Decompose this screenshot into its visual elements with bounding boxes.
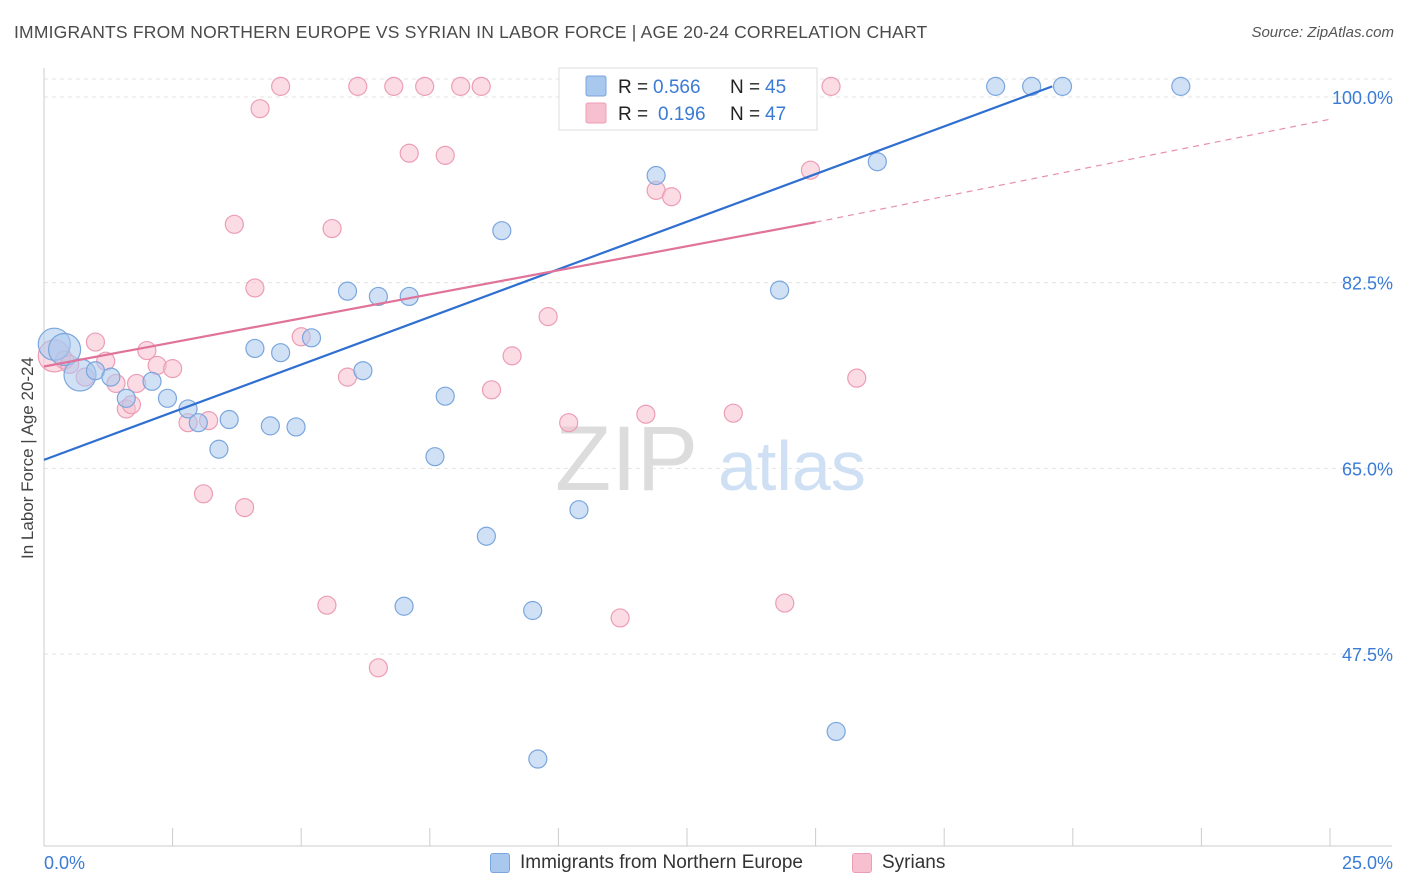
northern-europe-point [476,526,496,546]
syrians-point [538,307,558,327]
chart-title: IMMIGRANTS FROM NORTHERN EUROPE VS SYRIA… [14,22,928,42]
northern-europe-point [523,600,543,621]
syrians-point [235,497,255,518]
northern-europe-point [646,165,666,186]
syrians-point [245,278,265,298]
northern-europe-point [245,338,265,359]
syrians-point [322,218,342,239]
northern-europe-point [867,152,887,172]
legend-n-label: N = [730,104,760,125]
tick-labels: 47.5% 65.0% 82.5% 100.0% 0.0% 25.0% [44,88,1393,873]
northern-europe-point [219,409,239,430]
syrians-point [435,145,455,165]
northern-europe-point [286,417,306,437]
northern-europe-point [188,413,208,433]
northern-europe-point [986,76,1006,96]
syrians-point [399,143,419,163]
syrians-point [661,187,682,207]
northern-europe-point [528,749,548,769]
legend-swatch-pink [585,102,607,124]
y-tick-label: 65.0% [1342,459,1393,479]
northern-europe-point [368,286,388,307]
legend-n-value: 47 [765,104,786,125]
northern-europe-point [142,371,162,391]
legend-n-label: N = [730,77,760,98]
northern-europe-point [353,361,373,381]
legend-r-label: R = [618,77,648,98]
y-tick-label: 47.5% [1342,645,1393,665]
legend-swatch-blue [490,853,510,873]
legend-r-value: 0.566 [653,77,701,98]
syrians-point [847,368,867,388]
x-tick-label: 0.0% [44,853,85,873]
legend-swatch-blue [585,75,607,97]
legend-n-value: 45 [765,77,786,98]
syrians-point [502,346,522,366]
syrians-point [610,608,630,628]
northern-europe-point [425,447,445,467]
northern-europe-point [435,386,455,406]
syrians-point [481,380,502,400]
syrians-point [471,76,491,96]
axes [43,68,1392,847]
syrians-points [37,76,867,678]
northern-europe-point [1171,76,1191,96]
northern-europe-point [101,367,121,387]
syrians-point [384,76,404,96]
trend-lines [43,85,1331,461]
syrians-point [415,76,435,96]
x-tick-label: 25.0% [1342,853,1393,873]
syrians-point [147,355,167,376]
northern-europe-point [301,328,322,348]
northern-europe-point [394,596,414,616]
northern-europe-point [260,416,280,436]
northern-europe-point [1052,76,1073,96]
northern-europe-point [492,221,512,241]
northern-europe-point [826,721,846,742]
syrians-point [821,76,841,96]
syrians-point [224,214,244,234]
syrians-trend-extension [815,118,1331,223]
legend-item-syrians: Syrians [852,852,945,874]
legend-label: Syrians [882,852,946,873]
syrians-point [348,76,368,96]
syrians-point [636,404,656,424]
northern-europe-point [47,332,82,367]
northern-europe-point [116,388,136,408]
legend-r-value: 0.196 [658,104,706,125]
syrians-point [451,76,471,96]
syrians-point [193,484,214,504]
syrians-point [317,595,337,615]
legend-label: Immigrants from Northern Europe [520,852,803,873]
legend-r-label: R = [618,104,648,125]
syrians-point [368,658,388,678]
syrians-point [163,359,183,379]
northern-europe-point [1022,76,1042,96]
syrians-point [559,413,579,433]
syrians-point [723,403,743,423]
northern-europe-point [271,343,291,363]
northern-europe-point [157,388,178,408]
syrians-point [271,76,291,96]
syrians-point [250,99,270,119]
syrians-point [775,593,795,613]
northern-europe-point [337,281,358,301]
northern-europe-point [569,500,589,520]
legend-swatch-pink [852,853,872,873]
northern-europe-point [209,439,229,459]
syrians-point [85,332,106,352]
northern-europe-point [769,280,790,300]
source-label: Source: ZipAtlas.com [1251,24,1394,41]
bottom-legend: Immigrants from Northern Europe Syrians [0,852,1406,876]
syrians-trend-line [43,221,816,368]
y-tick-label: 100.0% [1332,88,1393,108]
legend-box: R = 0.566 N = 45 R = 0.196 N = 47 [558,67,818,131]
watermark-zip: ZIP [555,408,698,510]
legend-item-northern-europe: Immigrants from Northern Europe [490,852,803,874]
watermark-atlas: atlas [718,427,866,505]
watermark: ZIP atlas [555,408,866,510]
y-tick-label: 82.5% [1342,274,1393,294]
grid-lines [44,78,1392,655]
